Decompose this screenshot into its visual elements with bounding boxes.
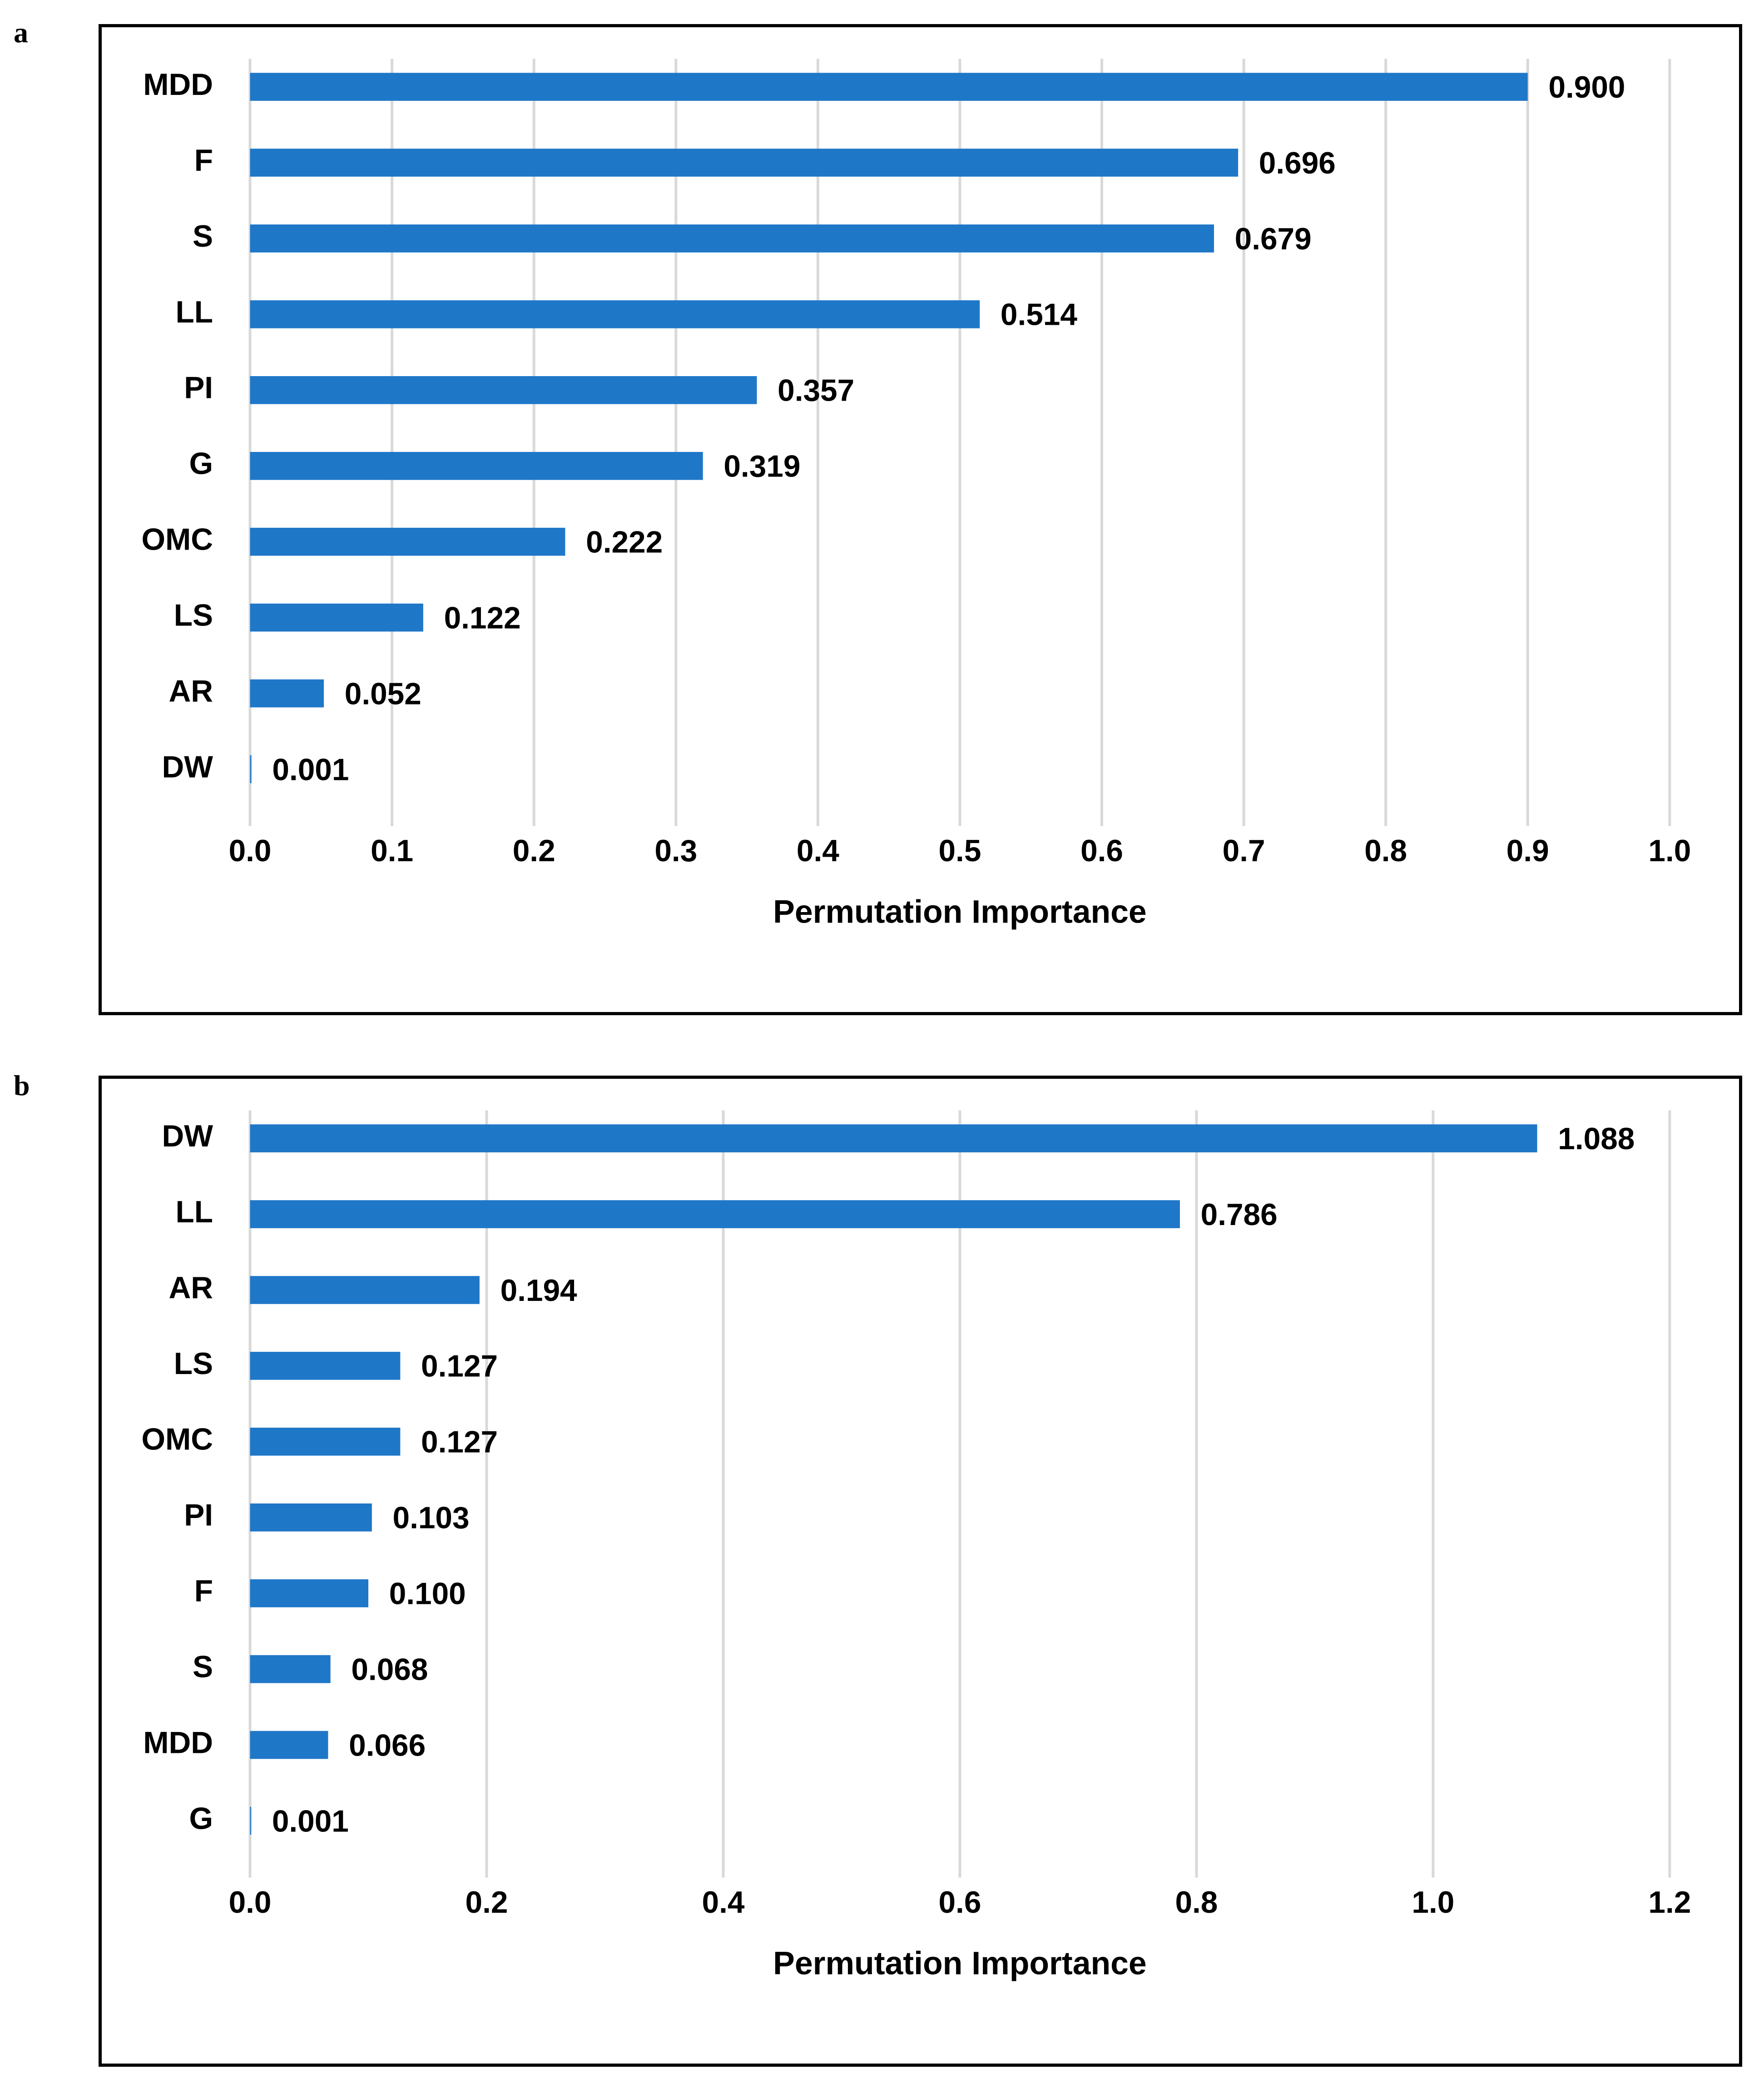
- chart-a-category-label: S: [193, 219, 213, 253]
- chart-a-x-tick-label: 0.7: [1223, 834, 1265, 868]
- chart-a-bar-f: [250, 149, 1239, 177]
- chart-a-value-label: 0.679: [1235, 222, 1312, 256]
- chart-b-svg: DW LL AR LS OMC PI F S MDD G 1.088 0.786 0.194 0.127…: [141, 1110, 1691, 1981]
- chart-a-category-label: LS: [174, 598, 213, 632]
- chart-a-x-tick-label: 0.6: [1080, 834, 1123, 868]
- chart-a-x-axis-title: Permutation Importance: [773, 893, 1147, 930]
- chart-a-bar-g: [250, 452, 703, 480]
- chart-a-x-tick-label: 0.8: [1364, 834, 1407, 868]
- chart-b-x-tick-label: 0.8: [1175, 1886, 1218, 1920]
- chart-a-value-label: 0.122: [444, 601, 521, 635]
- chart-b-x-tick-label: 0.2: [466, 1886, 508, 1920]
- chart-b-bar-ls: [250, 1352, 401, 1380]
- chart-b-bar-f: [250, 1579, 369, 1608]
- chart-a-value-labels: 0.900 0.696 0.679 0.514 0.357 0.319 0.222 0.122…: [272, 70, 1625, 787]
- chart-a-value-label: 0.052: [345, 677, 421, 711]
- chart-b-value-label: 0.127: [421, 1425, 498, 1459]
- chart-a-bar-mdd: [250, 73, 1528, 101]
- chart-b-value-label: 0.786: [1201, 1198, 1278, 1232]
- chart-b-bars: [250, 1124, 1537, 1835]
- panel-label-b: b: [14, 1069, 30, 1102]
- chart-b-category-label: G: [189, 1801, 213, 1836]
- chart-b-category-label: F: [194, 1574, 213, 1608]
- chart-b-value-label: 1.088: [1558, 1122, 1635, 1156]
- chart-a-svg: MDD F S LL PI G OMC LS AR DW 0.900 0.696 0.679 0.514…: [141, 59, 1691, 930]
- chart-a-category-label: OMC: [141, 523, 213, 557]
- chart-a-bar-omc: [250, 527, 565, 556]
- chart-b-x-axis-title: Permutation Importance: [773, 1945, 1147, 1981]
- chart-a-x-tick-labels: 0.0 0.1 0.2 0.3 0.4 0.5 0.6 0.7 0.8 0.9 1.0: [229, 834, 1691, 868]
- chart-b-value-label: 0.068: [351, 1652, 428, 1687]
- chart-b-x-tick-label: 0.0: [229, 1886, 272, 1920]
- chart-b-bar-dw: [250, 1124, 1537, 1152]
- chart-b-category-label: AR: [168, 1271, 213, 1305]
- chart-b-bar-s: [250, 1655, 331, 1683]
- chart-panel-b: DW LL AR LS OMC PI F S MDD G 1.088 0.786 0.194 0.127…: [99, 1076, 1742, 2067]
- chart-a-category-label: PI: [184, 371, 213, 405]
- chart-b-category-label: DW: [162, 1119, 213, 1153]
- chart-b-category-label: OMC: [141, 1423, 213, 1457]
- chart-a-value-label: 0.696: [1259, 146, 1336, 180]
- chart-b-value-label: 0.100: [389, 1577, 466, 1611]
- chart-a-category-label: DW: [162, 750, 213, 784]
- chart-a-x-tick-label: 1.0: [1648, 834, 1691, 868]
- chart-a-bar-ls: [250, 603, 423, 632]
- chart-b-bar-ll: [250, 1200, 1180, 1228]
- chart-a-bars: [250, 73, 1528, 784]
- chart-a-x-tick-label: 0.2: [513, 834, 555, 868]
- chart-b-value-label: 0.194: [500, 1274, 577, 1308]
- chart-a-value-label: 0.514: [1001, 298, 1077, 332]
- chart-b-value-label: 0.127: [421, 1350, 498, 1384]
- chart-b-category-label: S: [193, 1650, 213, 1684]
- chart-a-bar-s: [250, 224, 1214, 253]
- panel-label-a: a: [14, 16, 28, 49]
- chart-a-bar-ll: [250, 300, 980, 328]
- chart-b-category-labels: DW LL AR LS OMC PI F S MDD G: [141, 1119, 213, 1836]
- chart-b-value-labels: 1.088 0.786 0.194 0.127 0.127 0.103 0.100 0.068…: [272, 1122, 1635, 1838]
- chart-a-value-label: 0.900: [1548, 70, 1625, 104]
- chart-a-category-label: G: [189, 447, 213, 481]
- chart-a-x-tick-label: 0.3: [654, 834, 697, 868]
- chart-a-bar-ar: [250, 679, 324, 708]
- chart-a-x-tick-label: 0.4: [797, 834, 839, 868]
- chart-panel-a: MDD F S LL PI G OMC LS AR DW 0.900 0.696 0.679 0.514…: [99, 24, 1742, 1015]
- chart-b-bar-mdd: [250, 1731, 328, 1759]
- chart-b-category-label: PI: [184, 1498, 213, 1533]
- chart-b-gridlines: [248, 1110, 1671, 1878]
- chart-b-category-label: LS: [174, 1347, 213, 1381]
- chart-a-x-tick-label: 0.9: [1506, 834, 1549, 868]
- chart-b-x-tick-label: 0.6: [938, 1886, 981, 1920]
- chart-a-category-label: F: [194, 144, 213, 178]
- chart-b-value-label: 0.103: [393, 1501, 470, 1535]
- chart-b-x-tick-label: 1.2: [1648, 1886, 1691, 1920]
- chart-a-category-label: MDD: [143, 68, 213, 102]
- chart-b-category-label: MDD: [143, 1726, 213, 1760]
- chart-a-x-tick-label: 0.0: [229, 834, 272, 868]
- chart-a-x-tick-label: 0.5: [938, 834, 981, 868]
- chart-a-gridlines: [248, 59, 1671, 826]
- chart-b-value-label: 0.066: [349, 1728, 426, 1762]
- chart-a-category-label: LL: [176, 295, 213, 329]
- chart-a-value-label: 0.319: [723, 450, 800, 484]
- chart-b-x-tick-label: 1.0: [1412, 1886, 1454, 1920]
- chart-b-category-label: LL: [176, 1195, 213, 1229]
- chart-b-value-label: 0.001: [272, 1804, 349, 1838]
- chart-b-bar-g: [250, 1806, 252, 1835]
- chart-b-x-tick-labels: 0.0 0.2 0.4 0.6 0.8 1.0 1.2: [229, 1886, 1691, 1920]
- chart-a-x-tick-label: 0.1: [371, 834, 413, 868]
- chart-b-x-tick-label: 0.4: [702, 1886, 745, 1920]
- chart-a-category-label: AR: [168, 674, 213, 708]
- chart-a-bar-dw: [250, 755, 252, 784]
- chart-a-bar-pi: [250, 376, 757, 404]
- chart-b-bar-omc: [250, 1428, 401, 1456]
- chart-b-bar-pi: [250, 1503, 372, 1532]
- chart-a-value-label: 0.001: [272, 753, 349, 787]
- chart-b-bar-ar: [250, 1276, 480, 1304]
- chart-a-value-label: 0.357: [778, 374, 854, 408]
- chart-a-category-labels: MDD F S LL PI G OMC LS AR DW: [141, 68, 213, 784]
- chart-a-value-label: 0.222: [586, 525, 663, 559]
